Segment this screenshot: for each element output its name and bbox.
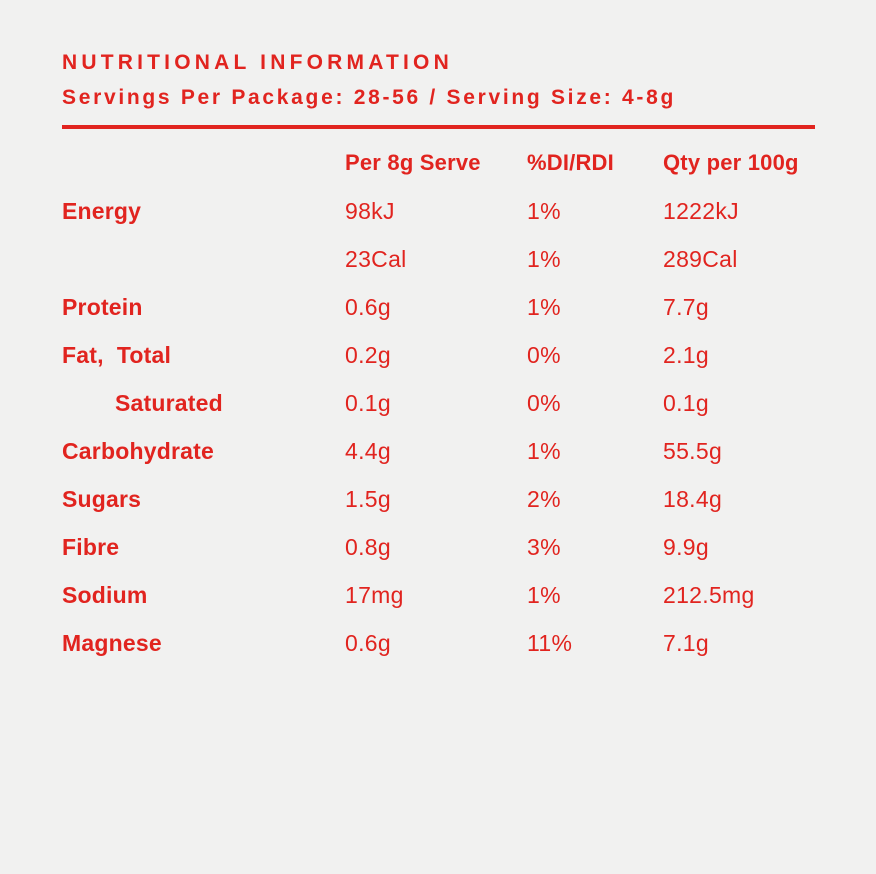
fibre-per-serve: 0.8g <box>345 533 391 560</box>
row-label-magnese: Magnese <box>62 629 162 656</box>
energy-cal-di-rdi: 1% <box>527 245 561 272</box>
saturated-di-rdi: 0% <box>527 389 561 416</box>
serving-info: Servings Per Package: 28-56 / Serving Si… <box>62 86 676 109</box>
divider-rule <box>62 125 815 129</box>
magnese-per-serve: 0.6g <box>345 629 391 656</box>
row-label-energy-kj: Energy <box>62 197 142 224</box>
energy-cal-per-100g: 289Cal <box>663 245 738 272</box>
row-label-sugars: Sugars <box>62 485 142 512</box>
nutrition-panel: NUTRITIONAL INFORMATION Servings Per Pac… <box>62 52 815 667</box>
magnese-per-100g: 7.1g <box>663 629 709 656</box>
sugars-di-rdi: 2% <box>527 485 561 512</box>
carbohydrate-per-100g: 55.5g <box>663 437 723 464</box>
energy-kj-per-100g: 1222kJ <box>663 197 739 224</box>
nutrition-table: Per 8g Serve %DI/RDI Qty per 100g Energy… <box>62 139 815 667</box>
saturated-per-serve: 0.1g <box>345 389 391 416</box>
sodium-per-serve: 17mg <box>345 581 404 608</box>
panel-title: NUTRITIONAL INFORMATION <box>62 51 453 74</box>
sugars-per-100g: 18.4g <box>663 485 723 512</box>
column-header-di-rdi: %DI/RDI <box>527 150 614 175</box>
row-label-protein: Protein <box>62 293 143 320</box>
protein-per-100g: 7.7g <box>663 293 709 320</box>
column-header-per-serve: Per 8g Serve <box>345 150 481 175</box>
sodium-di-rdi: 1% <box>527 581 561 608</box>
magnese-di-rdi: 11% <box>527 629 573 656</box>
sodium-per-100g: 212.5mg <box>663 581 755 608</box>
row-label-sodium: Sodium <box>62 581 148 608</box>
protein-di-rdi: 1% <box>527 293 561 320</box>
fibre-per-100g: 9.9g <box>663 533 709 560</box>
fibre-di-rdi: 3% <box>527 533 561 560</box>
sugars-per-serve: 1.5g <box>345 485 391 512</box>
protein-per-serve: 0.6g <box>345 293 391 320</box>
fat-total-per-serve: 0.2g <box>345 341 391 368</box>
energy-cal-per-serve: 23Cal <box>345 245 407 272</box>
fat-total-di-rdi: 0% <box>527 341 561 368</box>
carbohydrate-per-serve: 4.4g <box>345 437 391 464</box>
column-header-per-100g: Qty per 100g <box>663 150 799 175</box>
row-label-fibre: Fibre <box>62 533 120 560</box>
fat-total-per-100g: 2.1g <box>663 341 709 368</box>
carbohydrate-di-rdi: 1% <box>527 437 561 464</box>
row-label-saturated: Saturated <box>115 389 223 416</box>
row-label-carbohydrate: Carbohydrate <box>62 437 214 464</box>
row-label-fat-total: Fat, Total <box>62 341 172 368</box>
saturated-per-100g: 0.1g <box>663 389 709 416</box>
energy-kj-per-serve: 98kJ <box>345 197 395 224</box>
energy-kj-di-rdi: 1% <box>527 197 561 224</box>
